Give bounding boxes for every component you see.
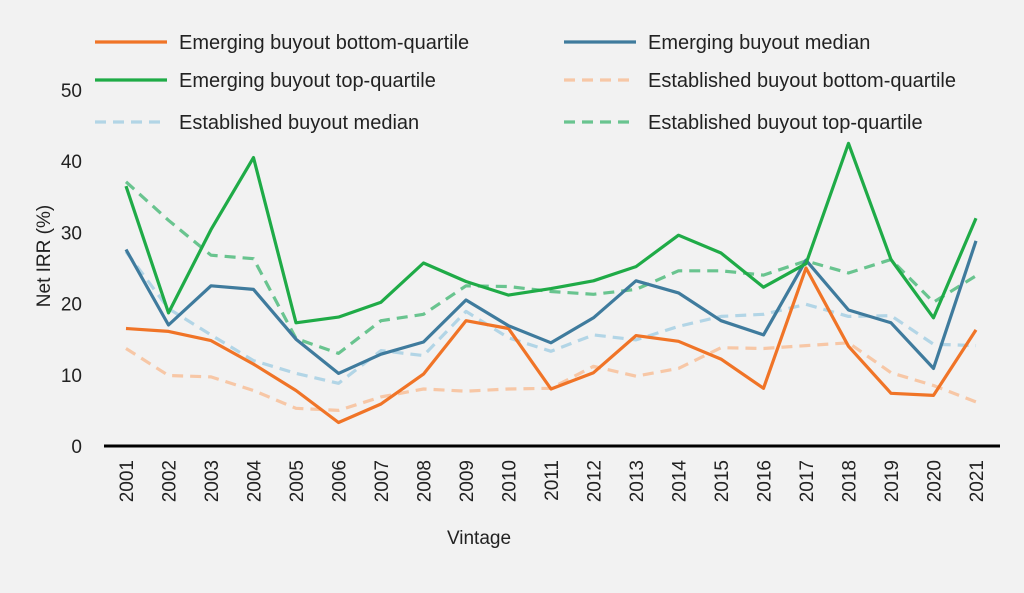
x-tick-label: 2003 <box>202 460 223 502</box>
x-tick-label: 2006 <box>330 460 351 502</box>
x-tick-label: 2008 <box>415 460 436 502</box>
x-tick-label: 2019 <box>882 460 903 502</box>
series-line-4 <box>125 341 977 412</box>
series-layer <box>124 141 978 425</box>
x-tick-label: 2002 <box>160 460 181 502</box>
x-tick-label: 2009 <box>457 460 478 502</box>
x-tick-label: 2021 <box>967 460 988 502</box>
y-axis: 0 10 20 30 40 50 <box>61 81 82 458</box>
y-tick-label: 0 <box>71 437 82 458</box>
legend-label-3: Emerging buyout top-quartile <box>179 70 436 92</box>
x-tick-label: 2004 <box>245 460 266 503</box>
y-tick-label: 20 <box>61 295 82 316</box>
legend-label-4: Established buyout bottom-quartile <box>648 70 956 92</box>
legend-label-6: Established buyout top-quartile <box>648 112 923 134</box>
series-line-5 <box>124 250 977 385</box>
y-tick-label: 30 <box>61 223 82 244</box>
series-line-6 <box>124 180 977 355</box>
x-axis-title: Vintage <box>447 528 511 549</box>
x-tick-label: 2012 <box>585 460 606 502</box>
x-tick-label: 2014 <box>670 460 691 503</box>
x-tick-label: 2010 <box>500 460 521 502</box>
x-tick-label: 2013 <box>627 460 648 502</box>
y-tick-label: 50 <box>61 81 82 102</box>
series-line-2 <box>124 240 978 375</box>
x-tick-label: 2001 <box>117 460 138 502</box>
legend: Emerging buyout bottom-quartile Emerging … <box>95 32 956 134</box>
x-axis: 2001 2002 2003 2004 2005 2006 2007 2008 2009 2010… <box>104 444 1000 503</box>
legend-label-1: Emerging buyout bottom-quartile <box>179 32 469 54</box>
series-line-1 <box>125 266 978 425</box>
x-tick-label: 2016 <box>755 460 776 502</box>
x-tick-label: 2011 <box>542 460 563 501</box>
y-axis-title: Net IRR (%) <box>34 205 55 307</box>
x-tick-label: 2018 <box>840 460 861 502</box>
x-tick-label: 2020 <box>925 460 946 502</box>
x-tick-label: 2007 <box>372 460 393 502</box>
legend-label-5: Established buyout median <box>179 112 419 134</box>
x-tick-label: 2015 <box>712 460 733 502</box>
x-tick-label: 2005 <box>287 460 308 502</box>
y-tick-label: 40 <box>61 152 82 173</box>
y-tick-label: 10 <box>61 366 82 387</box>
legend-label-2: Emerging buyout median <box>648 32 870 54</box>
series-line-3 <box>124 141 978 325</box>
x-tick-label: 2017 <box>797 460 818 502</box>
